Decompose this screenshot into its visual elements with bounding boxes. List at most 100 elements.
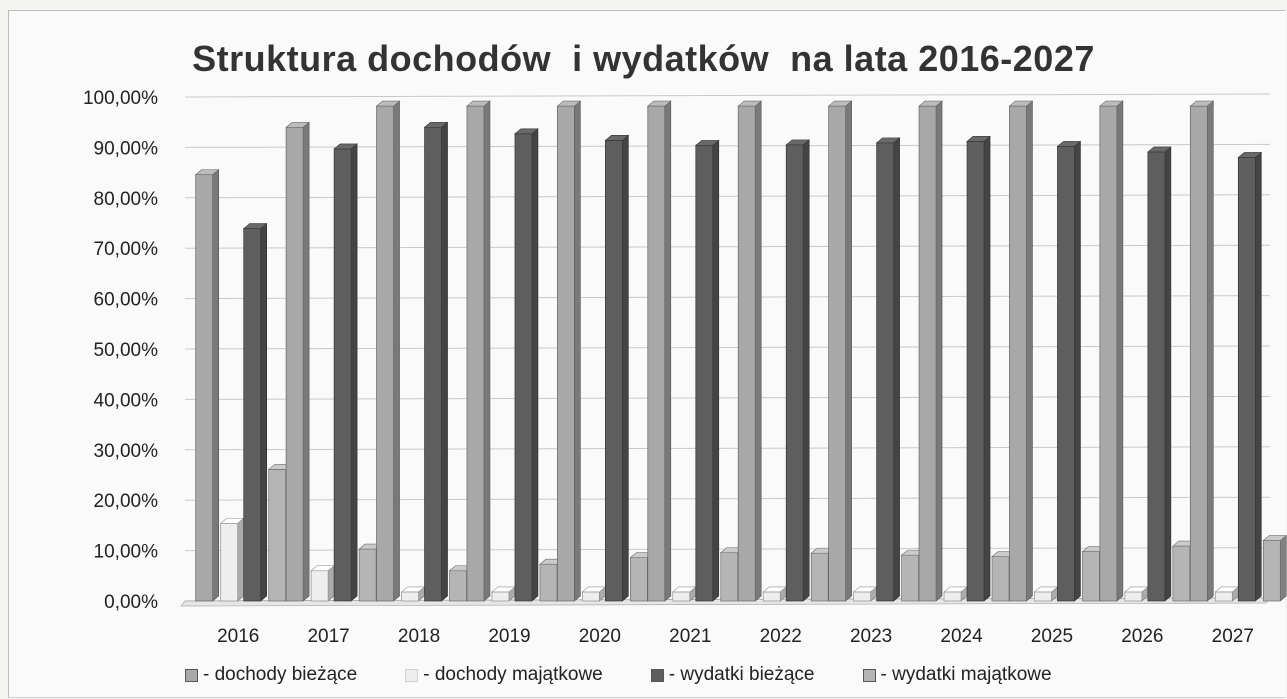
x-tick-label: 2023 <box>850 626 892 647</box>
gridline <box>184 295 1271 300</box>
bar <box>966 141 985 602</box>
bar-top <box>194 169 220 175</box>
bar-top <box>966 136 991 142</box>
y-tick-label: 80,00% <box>94 189 159 210</box>
bar <box>630 557 648 602</box>
bar-top <box>918 100 943 107</box>
bar <box>672 591 691 602</box>
x-tick-label: 2024 <box>940 626 983 647</box>
bar-side <box>327 565 335 602</box>
bar-side <box>802 139 810 602</box>
chart-title: Struktura dochodów i wydatków na lata 20… <box>192 38 1095 79</box>
bar <box>195 174 214 602</box>
bar-side <box>1254 151 1262 602</box>
bar <box>491 591 510 602</box>
legend: - dochody bieżące - dochody majątkowe - wy… <box>185 662 1100 688</box>
bar <box>539 563 558 602</box>
legend-item: - dochody bieżące <box>185 664 357 686</box>
bar-top <box>466 100 491 107</box>
bar <box>358 548 377 602</box>
gridline <box>184 496 1271 501</box>
legend-swatch <box>650 668 664 682</box>
bar <box>1147 151 1166 602</box>
bar <box>901 554 919 602</box>
bar-side <box>664 100 672 602</box>
gridline <box>184 345 1271 350</box>
bar-top <box>827 100 853 107</box>
y-tick-label: 50,00% <box>94 340 159 361</box>
legend-swatch <box>862 668 876 682</box>
gridline <box>184 143 1271 148</box>
bar-top <box>604 135 630 141</box>
bar-side <box>1164 146 1172 602</box>
bar <box>1189 105 1208 602</box>
y-tick-label: 40,00% <box>94 390 159 411</box>
bar <box>557 105 575 602</box>
bar-side <box>574 100 581 602</box>
bar <box>943 591 962 602</box>
x-tick-label: 2018 <box>398 626 440 647</box>
x-tick-label: 2016 <box>217 626 259 647</box>
y-tick-label: 60,00% <box>94 290 159 311</box>
legend-swatch <box>405 668 419 682</box>
bar <box>605 139 623 602</box>
bar-top <box>1262 535 1287 541</box>
bar-top <box>694 140 720 146</box>
bar <box>466 105 485 602</box>
bar-side <box>622 134 629 602</box>
bar <box>1262 540 1281 602</box>
gridline <box>184 93 1271 98</box>
bar-top <box>375 100 401 107</box>
bar-side <box>1074 140 1081 602</box>
bar-top <box>1189 100 1215 107</box>
bar-side <box>483 100 491 602</box>
y-tick-label: 0,00% <box>104 592 158 613</box>
bar <box>268 469 287 602</box>
y-tick-label: 100,00% <box>83 88 158 109</box>
bar <box>333 148 352 602</box>
legend-label: - dochody majątkowe <box>423 664 603 685</box>
x-tick-label: 2025 <box>1031 626 1073 647</box>
bar-top <box>242 223 268 229</box>
bar <box>991 556 1010 602</box>
bar <box>720 552 739 602</box>
legend-label: - wydatki bieżące <box>668 664 815 685</box>
bar <box>1082 551 1100 602</box>
legend-item: - wydatki bieżące <box>650 664 815 686</box>
bar <box>647 105 666 602</box>
legend-item: - dochody majątkowe <box>405 664 603 686</box>
x-tick-label: 2020 <box>579 626 621 647</box>
bar-side <box>260 222 268 602</box>
bar-top <box>333 143 358 150</box>
bar <box>1009 105 1027 602</box>
bar-side <box>754 100 762 602</box>
y-tick-label: 90,00% <box>94 138 159 159</box>
bar-side <box>1279 534 1287 602</box>
gridline <box>184 395 1271 400</box>
bar <box>810 552 829 602</box>
x-tick-label: 2027 <box>1212 626 1254 647</box>
bar <box>1057 146 1075 602</box>
bar-top <box>514 128 539 135</box>
legend-label: - dochody bieżące <box>203 664 358 685</box>
bar <box>449 570 467 602</box>
bar-top <box>1099 100 1124 107</box>
bar-side <box>935 100 943 602</box>
bar <box>695 145 714 602</box>
bar-top <box>1056 141 1082 147</box>
bar <box>1214 591 1233 602</box>
bar-side <box>531 128 539 602</box>
bar-side <box>983 135 991 602</box>
bar <box>828 105 846 602</box>
x-tick-label: 2017 <box>307 626 349 647</box>
bar-side <box>212 168 220 602</box>
bar <box>853 591 871 602</box>
bar <box>1099 105 1118 602</box>
bar-side <box>237 517 245 602</box>
bar-top <box>285 121 310 128</box>
bar <box>582 591 600 602</box>
bar-side <box>302 121 310 602</box>
bar <box>737 105 756 602</box>
bar <box>514 133 533 602</box>
